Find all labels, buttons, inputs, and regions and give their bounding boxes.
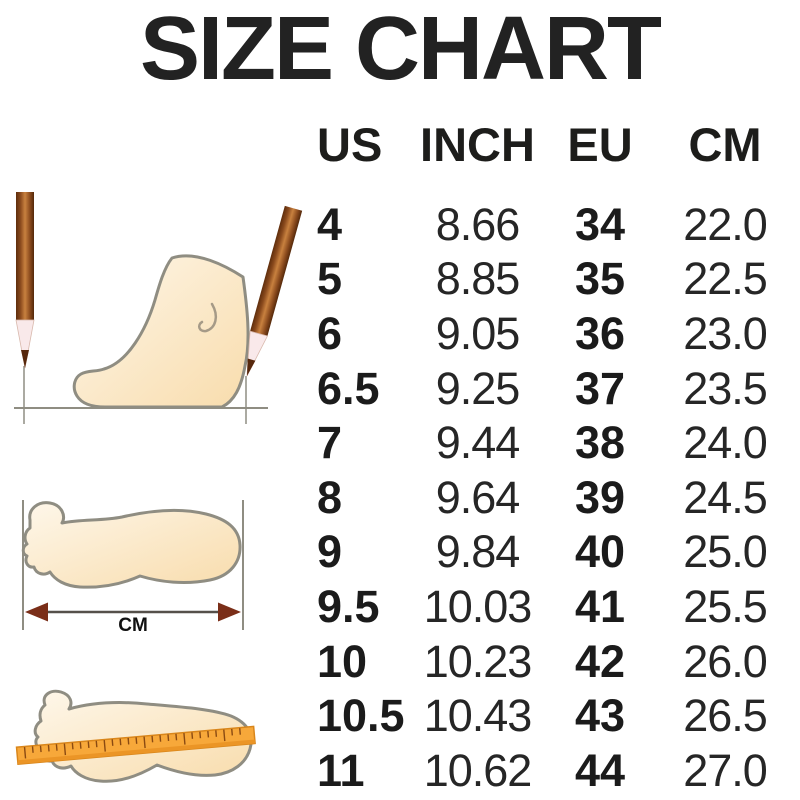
cell-cm: 23.5 bbox=[683, 362, 768, 414]
cell-eu: 36 bbox=[574, 307, 626, 359]
cell-inch: 9.05 bbox=[435, 307, 521, 359]
cell-us: 9 bbox=[317, 526, 343, 578]
cell-us: 6 bbox=[317, 307, 343, 359]
cell-inch: 8.66 bbox=[435, 198, 521, 250]
cell-cm: 26.5 bbox=[683, 690, 768, 742]
cell-eu: 34 bbox=[574, 198, 626, 250]
cell-cm: 25.5 bbox=[683, 580, 768, 632]
cell-us: 5 bbox=[317, 253, 343, 305]
pencil-icon bbox=[246, 205, 303, 377]
cell-inch: 10.23 bbox=[423, 635, 533, 687]
cell-us: 11 bbox=[317, 744, 365, 796]
ankle-mark bbox=[197, 302, 218, 333]
cell-cm: 22.0 bbox=[683, 198, 768, 250]
table-row: 11 10.62 44 27.0 bbox=[305, 743, 797, 798]
table-header-row: US INCH EU CM bbox=[305, 116, 797, 172]
cell-us: 10 bbox=[317, 635, 368, 687]
page-title: SIZE CHART bbox=[140, 0, 662, 99]
cell-us: 4 bbox=[317, 198, 343, 250]
cell-eu: 38 bbox=[574, 417, 626, 469]
table-row: 6 9.05 36 23.0 bbox=[305, 306, 797, 361]
cell-cm: 23.0 bbox=[683, 307, 768, 359]
size-rows: 4 8.66 34 22.0 5 8.85 35 22.5 6 9.05 36 23.0 6.5 9.25… bbox=[305, 197, 797, 798]
cell-inch: 10.03 bbox=[423, 580, 533, 632]
foot-side-icon bbox=[72, 254, 250, 409]
cell-eu: 42 bbox=[574, 635, 626, 687]
table-row: 7 9.44 38 24.0 bbox=[305, 415, 797, 470]
cell-inch: 10.62 bbox=[423, 744, 533, 796]
cell-eu: 40 bbox=[574, 526, 626, 578]
ruler-icon bbox=[15, 725, 256, 765]
cell-eu: 39 bbox=[574, 471, 626, 523]
column-header-us: US bbox=[317, 117, 383, 171]
foot-sole-icon bbox=[21, 501, 242, 589]
table-row: 9 9.84 40 25.0 bbox=[305, 525, 797, 580]
cell-inch: 9.84 bbox=[435, 526, 521, 578]
column-header-inch: INCH bbox=[420, 117, 535, 171]
cell-eu: 35 bbox=[574, 253, 626, 305]
table-row: 10 10.23 42 26.0 bbox=[305, 634, 797, 689]
cell-us: 10.5 bbox=[317, 690, 405, 742]
cell-inch: 9.25 bbox=[435, 362, 521, 414]
cm-label: CM bbox=[118, 615, 148, 636]
cell-inch: 9.64 bbox=[435, 471, 521, 523]
cell-eu: 41 bbox=[574, 580, 626, 632]
cell-cm: 22.5 bbox=[683, 253, 768, 305]
column-header-cm: CM bbox=[688, 117, 762, 171]
cell-cm: 24.5 bbox=[683, 471, 768, 523]
column-header-eu: EU bbox=[567, 117, 633, 171]
table-row: 5 8.85 35 22.5 bbox=[305, 252, 797, 307]
cell-us: 8 bbox=[317, 471, 343, 523]
cell-us: 7 bbox=[317, 417, 343, 469]
table-row: 9.5 10.03 41 25.5 bbox=[305, 579, 797, 634]
cell-inch: 10.43 bbox=[423, 690, 533, 742]
cell-us: 6.5 bbox=[317, 362, 380, 414]
foot-side-with-pencils-icon bbox=[14, 192, 303, 424]
cell-eu: 44 bbox=[574, 744, 626, 796]
pencil-icon bbox=[15, 192, 35, 369]
table-row: 4 8.66 34 22.0 bbox=[305, 197, 797, 252]
table-row: 6.5 9.25 37 23.5 bbox=[305, 361, 797, 416]
cell-cm: 27.0 bbox=[683, 744, 768, 796]
table-row: 8 9.64 39 24.5 bbox=[305, 470, 797, 525]
foot-sole-ruler-icon bbox=[15, 689, 256, 783]
cell-cm: 25.0 bbox=[683, 526, 768, 578]
cell-inch: 9.44 bbox=[435, 417, 521, 469]
size-table: US INCH EU CM 4 8.66 34 22.0 5 8.85 35 22.5 6 9.0… bbox=[305, 116, 797, 798]
cell-eu: 43 bbox=[574, 690, 626, 742]
foot-sole-arrow-icon: CM bbox=[21, 500, 244, 636]
cell-cm: 26.0 bbox=[683, 635, 768, 687]
cell-us: 9.5 bbox=[317, 580, 380, 632]
measure-arrow-icon bbox=[25, 602, 241, 622]
cell-eu: 37 bbox=[574, 362, 626, 414]
cell-inch: 8.85 bbox=[435, 253, 521, 305]
cell-cm: 24.0 bbox=[683, 417, 768, 469]
table-row: 10.5 10.43 43 26.5 bbox=[305, 688, 797, 743]
